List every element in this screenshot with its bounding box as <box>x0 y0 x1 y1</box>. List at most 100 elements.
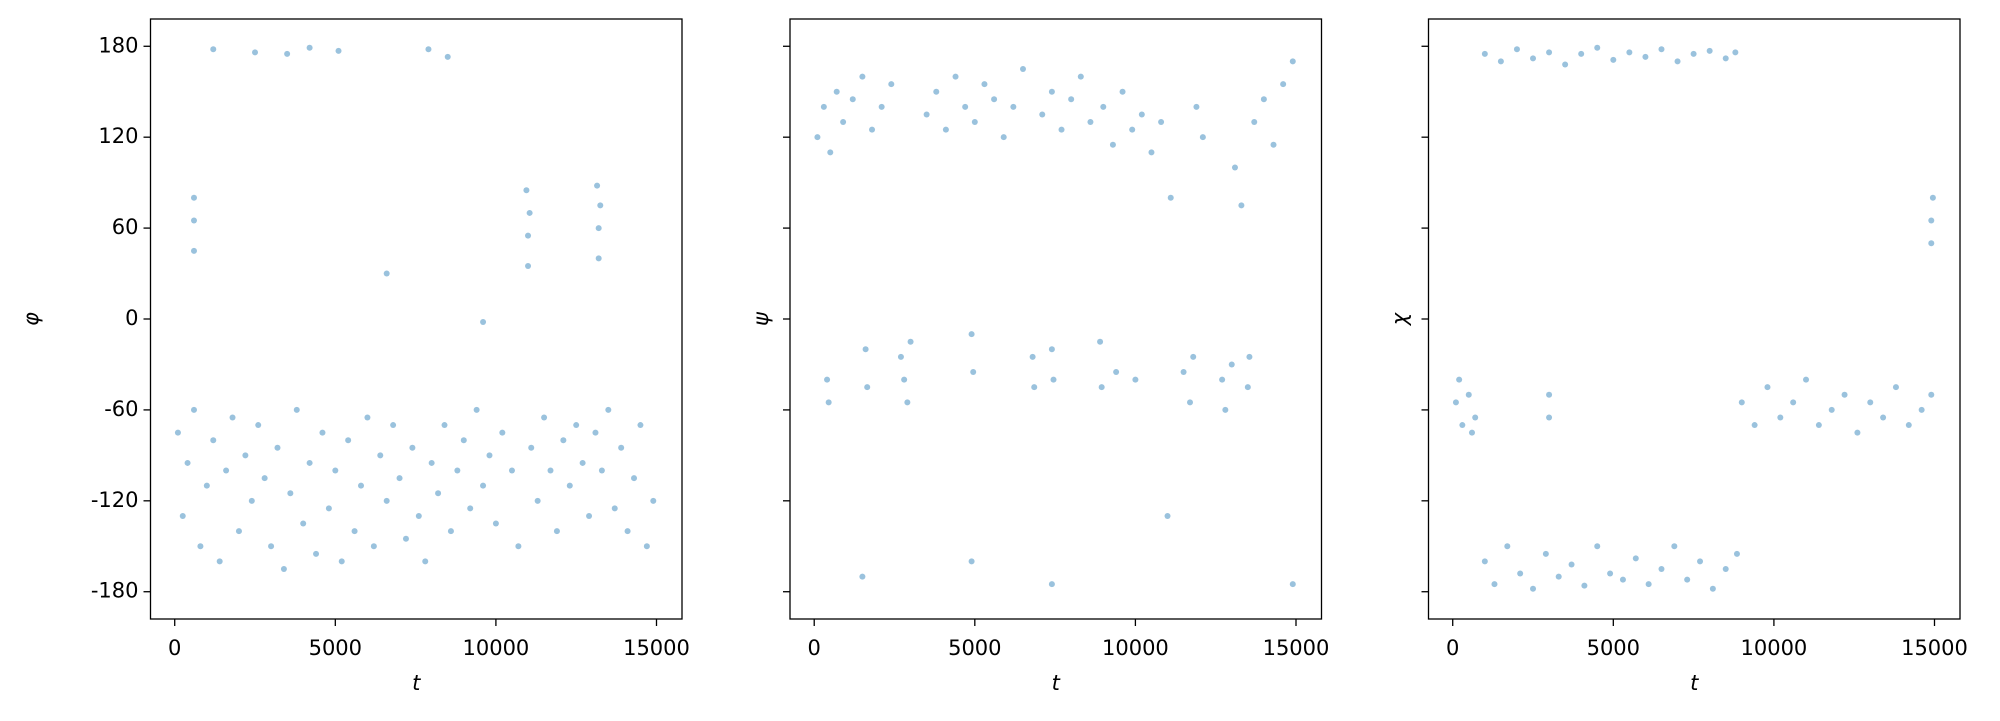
panel: 0 5000 10000 15000 t ψ <box>749 18 1329 695</box>
point <box>1928 391 1935 398</box>
point <box>332 467 339 474</box>
point <box>1568 561 1575 568</box>
point <box>560 437 567 444</box>
point <box>210 46 217 53</box>
point <box>261 475 268 482</box>
point <box>547 467 554 474</box>
point <box>300 520 307 527</box>
point <box>1077 73 1084 80</box>
axes-frame <box>789 18 1323 620</box>
point <box>345 437 352 444</box>
point <box>1674 58 1681 65</box>
y-tick-label: -60 <box>104 397 138 421</box>
point <box>1684 576 1691 583</box>
point <box>255 422 262 429</box>
point <box>1732 49 1739 56</box>
y-tick-label: -120 <box>91 488 139 512</box>
point <box>1129 126 1136 133</box>
point <box>631 475 638 482</box>
point <box>862 346 869 353</box>
point <box>1048 581 1055 588</box>
axes-frame <box>1427 18 1961 620</box>
point <box>611 505 618 512</box>
point <box>338 558 345 565</box>
point <box>1097 338 1104 345</box>
point <box>1481 558 1488 565</box>
x-tick-label: 10000 <box>462 636 529 660</box>
point <box>306 459 313 466</box>
point <box>190 194 197 201</box>
point <box>284 50 291 57</box>
point <box>229 414 236 421</box>
point <box>235 528 242 535</box>
y-tick-label: 120 <box>98 124 138 148</box>
point <box>970 369 977 376</box>
point <box>1048 88 1055 95</box>
point <box>1260 96 1267 103</box>
point <box>624 528 631 535</box>
point <box>1109 141 1116 148</box>
point <box>1790 399 1797 406</box>
point <box>435 490 442 497</box>
point <box>952 73 959 80</box>
point <box>586 512 593 519</box>
point <box>203 482 210 489</box>
point <box>1138 111 1145 118</box>
point <box>473 406 480 413</box>
x-tick-label: 0 <box>808 636 821 660</box>
point <box>248 497 255 504</box>
point <box>358 482 365 489</box>
point <box>1671 543 1678 550</box>
point <box>534 497 541 504</box>
point <box>252 49 259 56</box>
point <box>598 467 605 474</box>
point <box>1039 111 1046 118</box>
point <box>1238 202 1245 209</box>
panel: 0 5000 10000 15000 -180 -120 -60 0 60 120 180 t φ <box>19 18 690 695</box>
point <box>1098 384 1105 391</box>
point <box>174 429 181 436</box>
point <box>1546 391 1553 398</box>
point <box>1246 353 1253 360</box>
point <box>595 255 602 262</box>
point <box>1491 581 1498 588</box>
point <box>968 331 975 338</box>
point <box>897 353 904 360</box>
point <box>1854 429 1861 436</box>
point <box>1578 50 1585 57</box>
point <box>643 543 650 550</box>
point <box>1180 369 1187 376</box>
point <box>869 126 876 133</box>
point <box>1048 346 1055 353</box>
x-axis-label: t <box>1052 671 1061 695</box>
point <box>184 459 191 466</box>
point <box>594 182 601 189</box>
point <box>1697 558 1704 565</box>
point <box>566 482 573 489</box>
point <box>962 103 969 110</box>
point <box>1581 582 1588 589</box>
point <box>223 467 230 474</box>
point <box>859 73 866 80</box>
point <box>1642 53 1649 60</box>
point <box>888 81 895 88</box>
point <box>1828 406 1835 413</box>
point <box>859 573 866 580</box>
point <box>1658 46 1665 53</box>
point <box>528 444 535 451</box>
point <box>197 543 204 550</box>
point <box>1164 512 1171 519</box>
point <box>1513 46 1520 53</box>
x-tick-label: 5000 <box>948 636 1001 660</box>
point <box>1100 103 1107 110</box>
point <box>508 467 515 474</box>
point <box>287 490 294 497</box>
point <box>605 406 612 413</box>
point <box>441 422 448 429</box>
point <box>467 505 474 512</box>
point <box>325 505 332 512</box>
point <box>293 406 300 413</box>
point <box>1244 384 1251 391</box>
point <box>1658 566 1665 572</box>
y-tick-label: 60 <box>112 215 139 239</box>
